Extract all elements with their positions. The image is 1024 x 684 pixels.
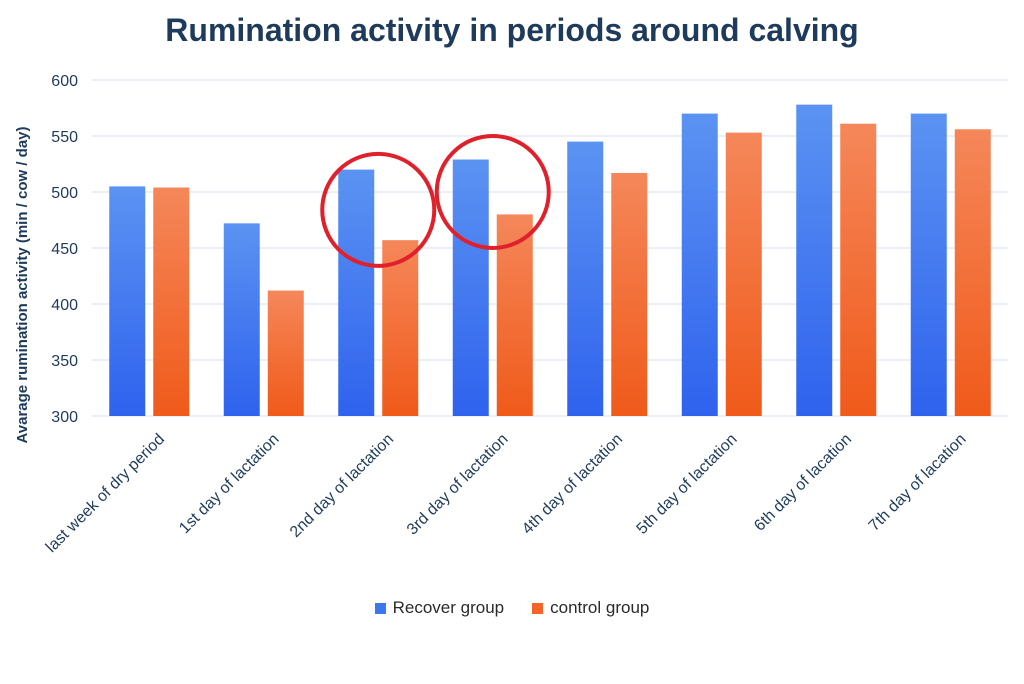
highlight-circle [320,151,437,268]
bar-recover-group [223,223,260,416]
x-tick-label: 2nd day of lactation [287,431,397,541]
legend-label: Recover group [392,598,505,617]
bar-control-group [840,123,877,417]
bar-control-group [267,290,304,416]
x-tick-label: 1st day of lactation [176,431,282,537]
legend-label: control group [550,598,650,617]
bar-recover-group [567,141,604,416]
y-axis-label: Avarage rumination activity (min / cow /… [14,126,31,443]
x-tick-label: 3rd day of lactation [404,431,512,539]
bar-recover-group [109,186,146,416]
chart-title: Rumination activity in periods around ca… [165,12,859,48]
x-tick-label: 5th day of lactation [634,431,741,538]
bar-recover-group [452,159,489,416]
y-tick-label: 350 [51,353,78,370]
x-tick-label: 4th day of lactation [519,431,626,538]
x-tick-label: 6th day of lacation [751,431,855,535]
y-tick-label: 450 [51,241,78,258]
y-tick-label: 600 [51,73,78,90]
bar-control-group [153,187,190,416]
x-tick-label: 7th day of lacation [866,431,970,535]
bar-recover-group [681,113,718,416]
y-tick-label: 400 [51,297,78,314]
x-tick-label: last week of dry period [43,431,168,556]
legend-item: control group [532,598,649,618]
bar-control-group [611,172,648,416]
y-tick-label: 500 [51,185,78,202]
chart-legend: Recover group control group [0,598,1024,618]
highlight-circle [434,133,551,250]
bar-control-group [954,129,991,416]
bar-recover-group [338,169,375,416]
bar-recover-group [910,113,947,416]
y-tick-label: 300 [51,409,78,426]
bar-control-group [382,240,419,416]
legend-swatch [532,602,544,614]
legend-item: Recover group [374,598,505,618]
y-tick-label: 550 [51,129,78,146]
bar-control-group [725,132,762,416]
legend-swatch [374,602,386,614]
bar-recover-group [796,104,833,416]
